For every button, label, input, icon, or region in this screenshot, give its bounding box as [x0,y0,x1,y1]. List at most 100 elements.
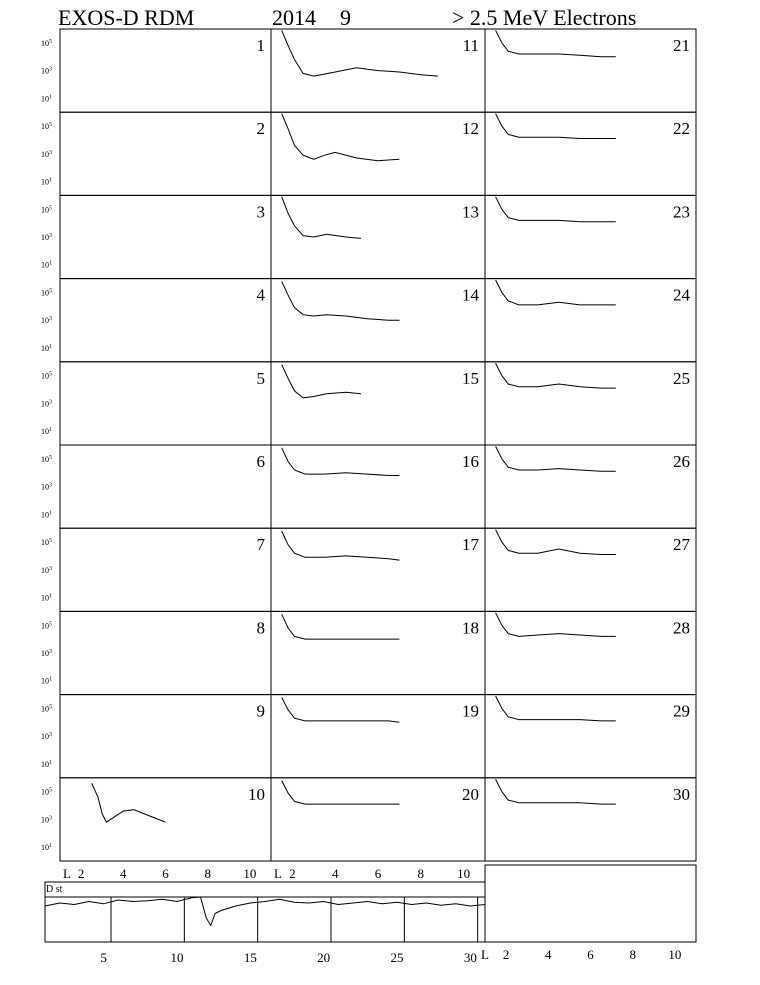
profile-line [281,697,400,723]
panel-frame [59,28,272,113]
panel-frame [270,278,486,363]
x-axis-label: L [274,866,282,881]
profile-line [281,30,438,77]
panel-day-6: 6 105 103 101 [41,444,272,529]
panel-day-number: 16 [462,452,479,471]
profile-line [91,783,166,823]
x-tick-label: 10 [668,947,681,962]
panel-day-22: 22 [484,111,697,196]
panel-frame [270,694,486,779]
panel-day-number: 1 [257,36,266,55]
y-tick-label: 101 [41,344,52,353]
profile-line [495,362,616,389]
title-instrument: EXOS-D RDM [58,5,194,30]
panel-day-20: 20 [270,777,486,862]
panel-day-number: 25 [673,369,690,388]
panel-frame [484,527,697,612]
panel-frame [270,444,486,529]
panel-day-number: 21 [673,36,690,55]
panel-day-8: 8 105 103 101 [41,610,272,696]
panel-frame [270,527,486,612]
dst-x-tick-label: 20 [317,950,330,965]
panel-day-number: 8 [257,618,266,637]
profile-line [281,780,400,805]
dst-x-tick-label: 10 [171,950,184,965]
panel-day-number: 17 [462,535,480,554]
profile-line [495,279,616,306]
x-axis-label: L [481,947,489,962]
x-tick-label: 6 [587,947,594,962]
x-tick-label: 10 [243,866,256,881]
panel-day-12: 12 [270,111,486,196]
y-tick-label: 101 [41,178,52,187]
panel-day-29: 29 [484,694,697,779]
y-tick-label: 103 [41,649,52,658]
panel-day-21: 21 [484,28,697,113]
dst-x-tick-label: 15 [244,950,257,965]
y-tick-label: 101 [41,261,52,270]
empty-right-panel [484,864,697,943]
profile-line [281,530,400,561]
x-tick-label: 2 [78,866,85,881]
y-tick-label: 105 [41,288,52,297]
panel-day-15: 15 [270,361,486,446]
panel-day-number: 9 [257,702,266,721]
panel-day-30: 30 [484,777,697,862]
panel-frame [484,361,697,446]
profile-line [281,196,361,239]
panel-day-3: 3 105 103 101 [41,194,272,280]
panel-day-number: 29 [673,702,690,721]
panel-day-number: 18 [462,618,479,637]
dst-label: D st [46,884,63,895]
y-tick-label: 105 [41,39,52,48]
profile-line [495,30,616,58]
x-tick-label: 4 [332,866,339,881]
x-tick-label: 8 [629,947,636,962]
y-tick-label: 105 [41,621,52,630]
profile-line [495,695,616,722]
y-tick-label: 103 [41,316,52,325]
y-tick-label: 101 [41,94,52,103]
x-tick-label: 8 [418,866,425,881]
y-tick-label: 105 [41,205,52,214]
panel-day-23: 23 [484,194,697,280]
panel-day-number: 24 [673,286,691,305]
y-tick-label: 101 [41,843,52,852]
panel-day-number: 3 [257,202,266,221]
y-tick-label: 105 [41,372,52,381]
panel-frame [59,444,272,529]
panel-day-5: 5 105 103 101 [41,361,272,446]
panel-day-10: 10 105 103 101 [41,777,272,862]
panel-frame [59,111,272,196]
panel-day-16: 16 [270,444,486,529]
x-tick-label: 4 [545,947,552,962]
x-axis-label: L [63,866,71,881]
profile-line [281,364,361,399]
y-tick-label: 101 [41,510,52,519]
panel-day-4: 4 105 103 101 [41,278,272,363]
profile-line [495,196,616,223]
panel-day-11: 11 [270,28,486,113]
panel-day-1: 1 105 103 101 [41,28,272,113]
y-tick-label: 103 [41,233,52,242]
title-year: 2014 [272,5,316,30]
panel-day-24: 24 [484,278,697,363]
panel-day-19: 19 [270,694,486,779]
panel-frame [270,610,486,696]
panel-day-number: 10 [248,785,265,804]
y-tick-label: 105 [41,704,52,713]
panel-frame [59,777,272,862]
panel-frame [484,194,697,280]
y-tick-label: 103 [41,67,52,76]
panel-frame [484,278,697,363]
panel-frame [270,777,486,862]
panel-day-number: 13 [462,202,479,221]
panel-frame [59,694,272,779]
panel-grid: 1105103101210510310131051031014105103101… [41,28,697,881]
panel-day-27: 27 [484,527,697,612]
panel-frame [270,194,486,280]
panel-frame [484,694,697,779]
y-tick-label: 101 [41,594,52,603]
panel-day-number: 22 [673,119,690,138]
panel-day-25: 25 [484,361,697,446]
